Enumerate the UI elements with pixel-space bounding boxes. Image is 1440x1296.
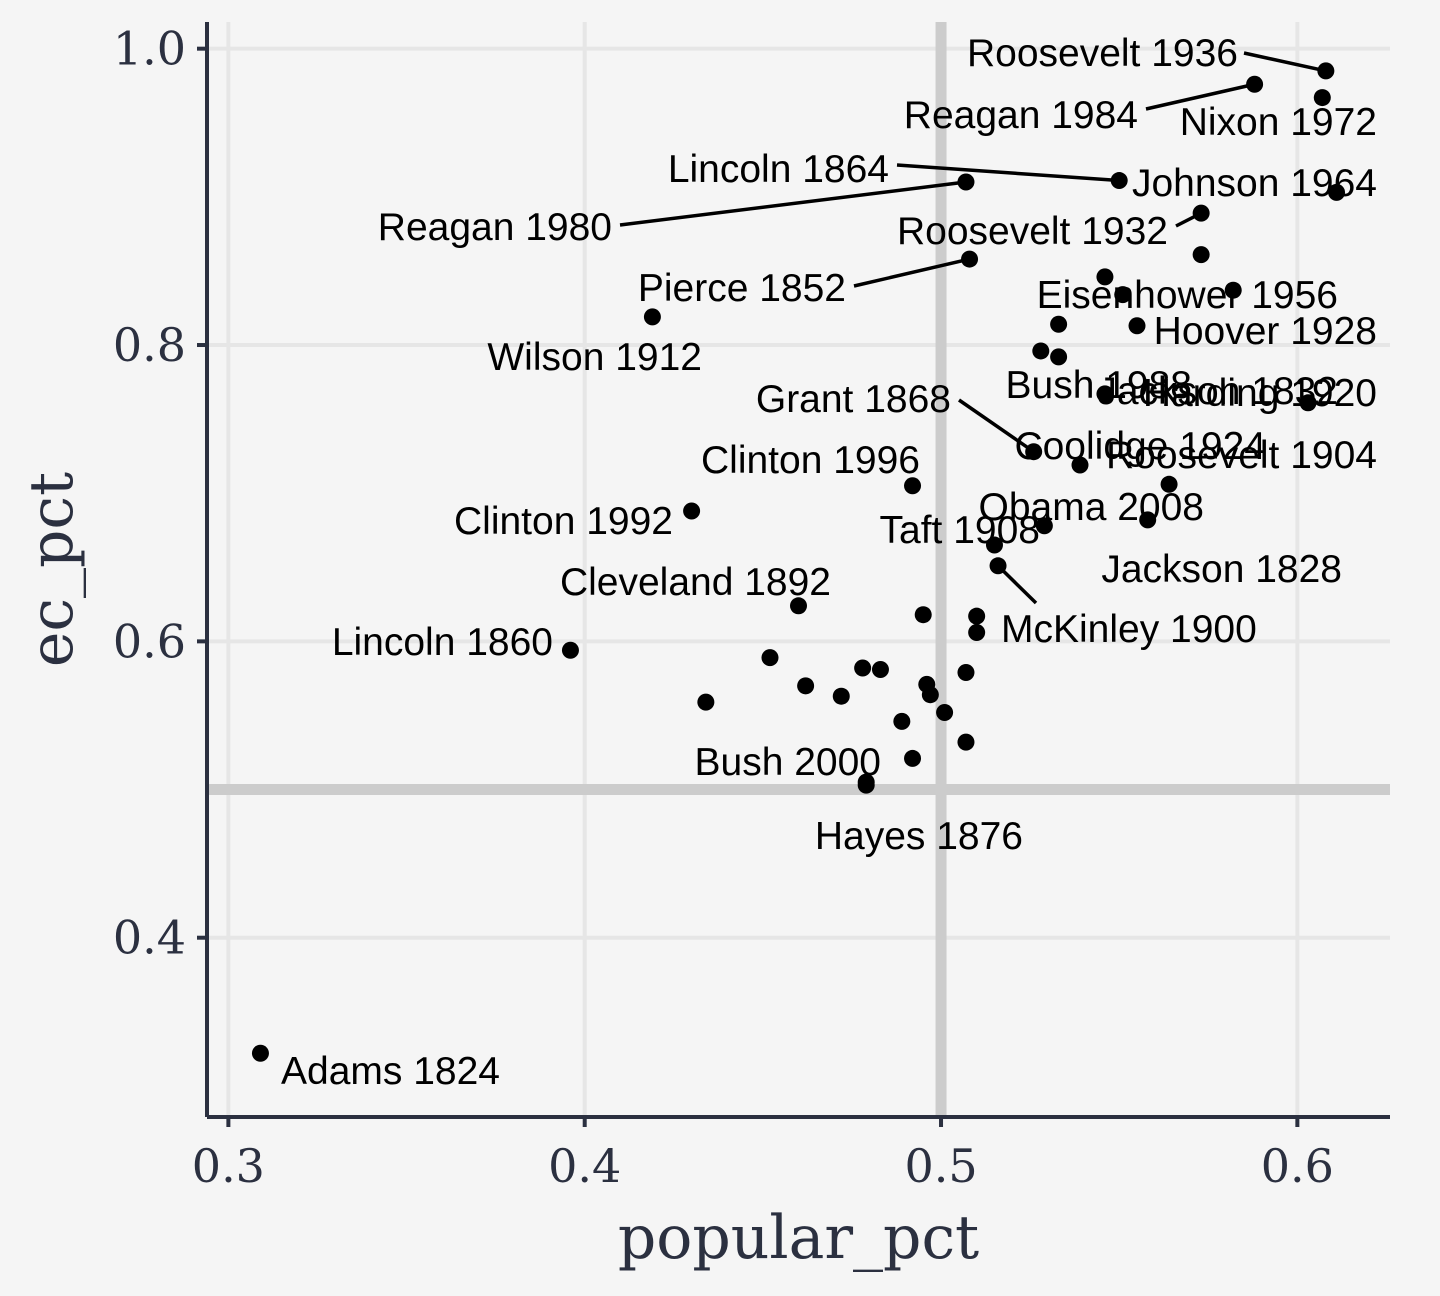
data-point — [1192, 246, 1210, 264]
label-leader-line — [1145, 82, 1255, 111]
x-tick-label: 0.6 — [1261, 1139, 1334, 1193]
y-tick-label: 0.6 — [113, 614, 186, 668]
data-point — [832, 687, 850, 705]
y-axis-title: ec_pct — [17, 472, 87, 667]
point-label: Nixon 1972 — [1180, 101, 1377, 144]
data-point — [957, 733, 975, 751]
point-label: Reagan 1980 — [378, 206, 612, 249]
data-point — [1328, 183, 1346, 201]
data-point — [1114, 286, 1132, 304]
x-tick-label: 0.4 — [548, 1139, 621, 1193]
y-tick-label: 0.8 — [113, 318, 186, 372]
data-point — [1096, 385, 1114, 403]
point-label: Eisenhower 1956 — [1037, 274, 1338, 317]
data-point — [857, 773, 875, 791]
data-point — [683, 502, 701, 520]
point-label: Obama 2008 — [979, 486, 1205, 529]
data-point — [1071, 456, 1089, 474]
x-tick-label: 0.3 — [192, 1139, 265, 1193]
data-point — [893, 712, 911, 730]
data-point — [1096, 268, 1114, 286]
point-label: Johnson 1964 — [1132, 162, 1377, 205]
point-label: Jackson 1828 — [1101, 548, 1342, 591]
label-leader-line — [996, 564, 1038, 605]
data-point — [936, 703, 954, 721]
point-label: Taft 1908 — [880, 509, 1040, 552]
data-point — [1192, 204, 1210, 222]
label-leader-line — [853, 257, 970, 288]
point-label: Coolidge 1924 — [1014, 425, 1266, 468]
point-label: Bush 2000 — [695, 741, 882, 784]
point-label: Hayes 1876 — [815, 815, 1023, 858]
x-tick-label: 0.5 — [904, 1139, 977, 1193]
point-label: Clinton 1992 — [454, 500, 673, 543]
data-point — [1313, 89, 1331, 107]
label-leader-line — [1243, 51, 1327, 73]
data-point — [561, 641, 579, 659]
data-point — [1050, 315, 1068, 333]
data-point — [1317, 62, 1335, 80]
data-point — [1299, 394, 1317, 412]
data-point — [921, 686, 939, 704]
data-point — [1128, 317, 1146, 335]
point-label: Cleveland 1892 — [560, 561, 831, 604]
data-point — [989, 557, 1007, 575]
data-point — [961, 250, 979, 268]
point-label: Wilson 1912 — [487, 336, 702, 379]
data-point — [1110, 172, 1128, 190]
label-leader-line — [896, 163, 1120, 183]
data-point — [968, 607, 986, 625]
data-point — [1035, 517, 1053, 535]
y-tick-label: 1.0 — [113, 22, 186, 76]
data-point — [1246, 75, 1264, 93]
point-label: Clinton 1996 — [701, 439, 920, 482]
point-label: Harding 1920 — [1143, 372, 1377, 415]
data-point — [985, 536, 1003, 554]
tick-labels: 0.3 0.4 0.5 0.6 0.4 0.6 0.8 1.0 — [113, 22, 1334, 1193]
point-labels: Roosevelt 1936 Reagan 1984 Nixon 1972 Linco… — [281, 32, 1377, 1093]
data-point — [968, 623, 986, 641]
point-label: Bush 1988 — [1006, 364, 1193, 407]
data-point — [790, 597, 807, 615]
data-point — [1050, 348, 1068, 366]
x-axis-title: popular_pct — [618, 1203, 979, 1273]
data-point — [1025, 443, 1043, 461]
point-label: Lincoln 1864 — [668, 148, 889, 191]
data-point — [1032, 342, 1050, 360]
data-point — [914, 606, 932, 624]
data-point — [904, 477, 922, 495]
data-points — [251, 62, 1346, 1062]
axes — [197, 22, 1390, 1127]
data-point — [697, 693, 715, 711]
point-label: Lincoln 1860 — [332, 621, 553, 664]
data-point — [1160, 475, 1178, 493]
reference-lines — [207, 22, 1390, 1117]
point-label: Grant 1868 — [756, 378, 951, 421]
data-point — [1224, 281, 1242, 299]
data-point — [797, 677, 815, 695]
data-point — [1139, 511, 1157, 529]
label-leader-lines — [619, 51, 1327, 605]
data-point — [643, 308, 661, 326]
label-leader-line — [958, 398, 1035, 454]
point-label: Hoover 1928 — [1154, 310, 1377, 353]
data-point — [904, 749, 922, 767]
y-tick-label: 0.4 — [113, 911, 186, 965]
data-point — [251, 1044, 269, 1062]
data-point — [957, 663, 975, 681]
data-point — [854, 659, 872, 677]
point-label: Roosevelt 1904 — [1106, 434, 1377, 477]
point-label: Roosevelt 1932 — [897, 210, 1168, 253]
point-label: McKinley 1900 — [1001, 608, 1257, 651]
point-label: Roosevelt 1936 — [967, 32, 1238, 75]
data-point — [871, 661, 889, 679]
label-leader-line — [619, 180, 967, 227]
data-point — [761, 649, 779, 667]
point-label: Jackson 1832 — [1097, 370, 1338, 413]
data-point — [957, 173, 975, 191]
point-label: Reagan 1984 — [904, 94, 1138, 137]
point-label: Pierce 1852 — [638, 267, 846, 310]
point-label: Adams 1824 — [281, 1050, 500, 1093]
